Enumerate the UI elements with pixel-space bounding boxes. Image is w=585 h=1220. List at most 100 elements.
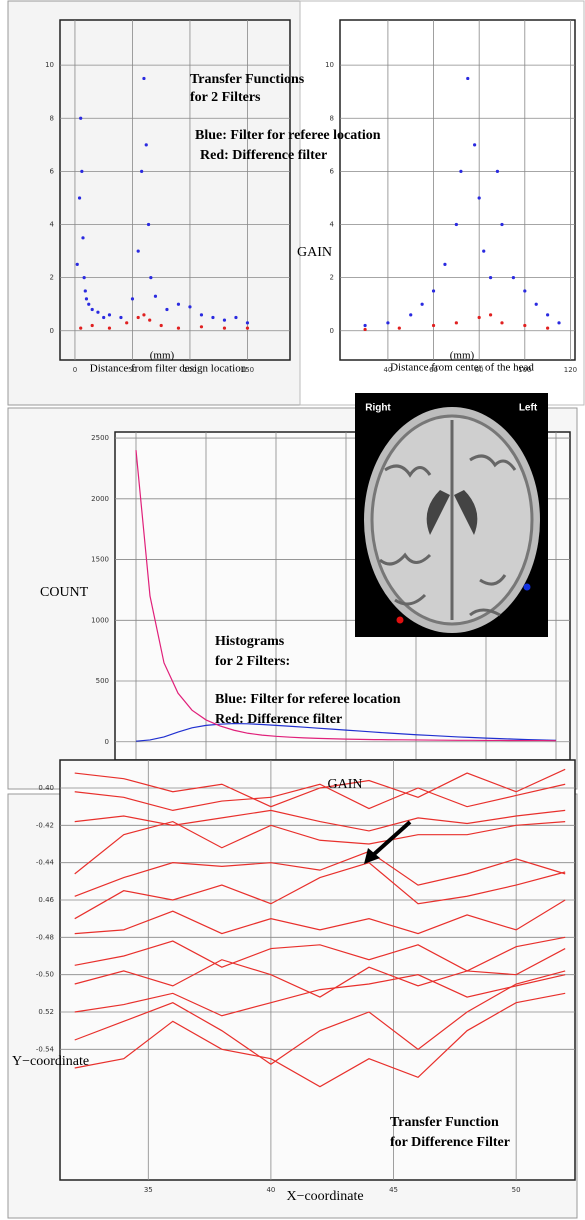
scatter-point bbox=[119, 315, 123, 320]
brain-folds bbox=[379, 420, 517, 620]
blue-location bbox=[523, 583, 531, 591]
scatter-point bbox=[222, 326, 227, 330]
data-line bbox=[74, 861, 566, 920]
arrow-shaft bbox=[370, 820, 412, 858]
annotation: Red: Difference filter bbox=[200, 148, 327, 163]
scatter-point bbox=[81, 236, 85, 240]
scatter-point bbox=[466, 76, 470, 81]
arrow bbox=[364, 820, 412, 864]
scatter-point bbox=[222, 318, 227, 322]
scatter-point bbox=[557, 321, 561, 325]
scatter-point bbox=[144, 143, 148, 147]
x-axis-unit: (mm) bbox=[150, 350, 175, 362]
scatter-point bbox=[546, 326, 550, 330]
x-axis-label: X−coordinate bbox=[286, 1189, 363, 1204]
panel-top-right bbox=[299, 0, 585, 406]
y-tick-label: 0 bbox=[330, 327, 334, 335]
scatter-point bbox=[443, 262, 447, 266]
plot-area bbox=[59, 19, 291, 361]
overlay: Distance from filter design location(mm)… bbox=[12, 72, 538, 1204]
y-tick-label: -0.54 bbox=[36, 1045, 55, 1053]
plot-area bbox=[339, 19, 576, 361]
scatter-point bbox=[363, 327, 367, 332]
scatter-point bbox=[199, 313, 204, 317]
scatter-point bbox=[79, 116, 83, 120]
y-tick-label: 4 bbox=[330, 221, 335, 229]
y-axis-label: COUNT bbox=[40, 585, 89, 600]
y-tick-label: -0.48 bbox=[36, 933, 54, 941]
image-label: Right bbox=[365, 403, 391, 414]
data-line bbox=[135, 450, 557, 742]
scatter-point bbox=[546, 313, 550, 317]
scatter-point bbox=[245, 326, 250, 330]
y-tick-label: 2000 bbox=[91, 495, 109, 503]
scatter-point bbox=[107, 326, 112, 330]
scatter-point bbox=[495, 169, 500, 174]
x-tick-label: 80 bbox=[475, 366, 484, 374]
brain-image bbox=[355, 393, 548, 637]
scatter-point bbox=[431, 323, 436, 328]
x-tick-label: 120 bbox=[564, 366, 577, 374]
scatter-point bbox=[199, 325, 204, 329]
scatter-point bbox=[523, 323, 527, 328]
scatter-point bbox=[153, 294, 158, 298]
x-axis-label: Distance from center of the head bbox=[390, 362, 534, 374]
x-tick-label: 100 bbox=[183, 366, 196, 374]
scatter-point bbox=[165, 307, 169, 312]
data-line bbox=[74, 850, 566, 897]
scatter-point bbox=[511, 276, 515, 280]
data-line bbox=[74, 974, 566, 1017]
scatter-point bbox=[82, 276, 86, 280]
y-tick-label: 0.40 bbox=[38, 784, 54, 792]
x-tick-label: 35 bbox=[144, 1186, 153, 1194]
annotation: for Difference Filter bbox=[390, 1135, 510, 1150]
scatter-point bbox=[454, 222, 458, 227]
scatter-point bbox=[488, 276, 493, 280]
scatter-point bbox=[80, 169, 84, 174]
scatter-point bbox=[96, 310, 100, 314]
scatter-point bbox=[77, 196, 82, 200]
red-location bbox=[396, 616, 404, 624]
y-tick-label: 2 bbox=[50, 274, 54, 282]
scatter-point bbox=[146, 222, 151, 227]
scatter-point bbox=[176, 302, 181, 306]
data-line bbox=[74, 820, 566, 875]
x-tick-label: 40 bbox=[266, 1186, 275, 1194]
scatter-point bbox=[397, 326, 401, 330]
scatter-point bbox=[211, 315, 215, 320]
data-line bbox=[74, 783, 566, 812]
y-tick-label: 0 bbox=[105, 738, 109, 746]
y-tick-label: -0.42 bbox=[36, 821, 54, 829]
x-axis-label: GAIN bbox=[328, 777, 363, 792]
y-tick-label: 8 bbox=[50, 114, 54, 122]
scatter-point bbox=[431, 289, 436, 293]
x-tick-label: 45 bbox=[389, 1186, 398, 1194]
arrow-head bbox=[364, 848, 380, 864]
scatter-point bbox=[142, 313, 146, 317]
y-tick-label: 8 bbox=[330, 114, 334, 122]
scatter-point bbox=[500, 222, 504, 227]
y-tick-label: 4 bbox=[50, 221, 55, 229]
data-line bbox=[74, 899, 566, 935]
y-tick-label: 1000 bbox=[91, 616, 109, 624]
y-tick-label: 6 bbox=[50, 167, 55, 175]
scatter-point bbox=[149, 276, 153, 280]
scatter-point bbox=[245, 321, 250, 325]
scatter-point bbox=[83, 289, 87, 293]
annotation: Transfer Function bbox=[390, 1115, 499, 1130]
scatter-point bbox=[136, 249, 140, 253]
scatter-point bbox=[142, 76, 146, 81]
data-line bbox=[74, 992, 566, 1088]
scatter-point bbox=[130, 297, 135, 301]
x-tick-label: 0 bbox=[73, 366, 77, 374]
scatter-point bbox=[459, 169, 463, 174]
data-line bbox=[74, 936, 566, 972]
x-tick-label: 50 bbox=[128, 366, 137, 374]
annotation: Red: Difference filter bbox=[215, 712, 342, 727]
scatter-point bbox=[102, 315, 106, 320]
scatter-point bbox=[75, 262, 79, 266]
scatter-point bbox=[188, 305, 192, 309]
scatter-point bbox=[523, 289, 527, 293]
y-tick-label: 2 bbox=[330, 274, 334, 282]
